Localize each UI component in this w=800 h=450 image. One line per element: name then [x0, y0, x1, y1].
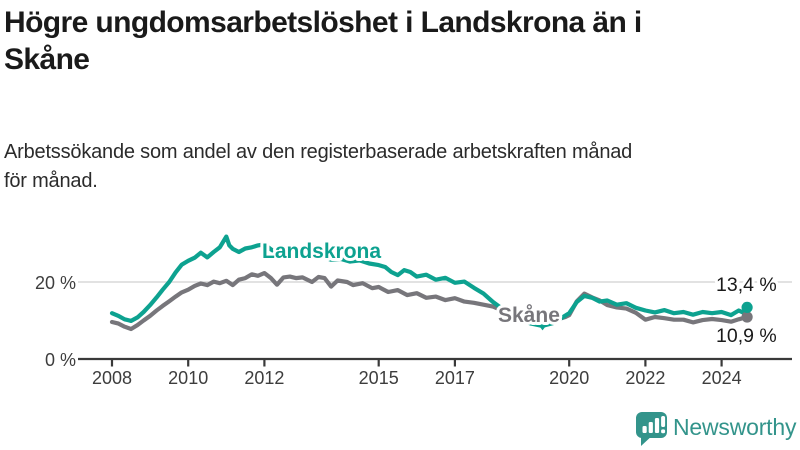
- chart-subtitle: Arbetssökande som andel av den registerb…: [4, 138, 784, 196]
- newsworthy-logo: Newsworthy: [636, 412, 797, 446]
- logo-exclamation-stem: [661, 416, 666, 427]
- logo-bar-3: [654, 418, 660, 433]
- x-axis-label-2024: 2024: [702, 368, 742, 388]
- page-title: Högre ungdomsarbetslöshet i Landskrona ä…: [4, 4, 794, 78]
- series-label-landskrona: Landskrona: [262, 240, 381, 263]
- y-axis-label-20: 20 %: [35, 273, 76, 293]
- x-axis-labels: 2008 2010 2012 2015 2017 2020 2022 2024: [92, 368, 742, 388]
- subtitle-line-2: för månad.: [4, 170, 98, 192]
- end-value-skane: 10,9 %: [716, 325, 777, 347]
- x-axis-label-2010: 2010: [168, 368, 208, 388]
- x-axis-label-2020: 2020: [549, 368, 589, 388]
- brand-name: Newsworthy: [673, 414, 797, 440]
- logo-exclamation-dot: [661, 429, 666, 434]
- logo-bar-2: [648, 422, 653, 433]
- title-line-2: Skåne: [4, 43, 90, 76]
- title-line-1: Högre ungdomsarbetslöshet i Landskrona ä…: [4, 6, 642, 39]
- plot-area: [78, 234, 792, 367]
- x-axis-label-2015: 2015: [359, 368, 399, 388]
- end-value-landskrona: 13,4 %: [716, 274, 777, 296]
- logo-bubble-tail: [641, 434, 654, 446]
- subtitle-line-1: Arbetssökande som andel av den registerb…: [4, 141, 633, 163]
- newsworthy-logo-icon: [636, 412, 667, 446]
- landskrona-end-dot: [741, 301, 753, 313]
- annotation-triangle-marker: [536, 321, 550, 331]
- y-axis-label-0: 0 %: [45, 350, 76, 370]
- landskrona-line: [109, 234, 750, 328]
- skne-line: [109, 271, 750, 332]
- x-axis-label-2008: 2008: [92, 368, 132, 388]
- logo-bar-1: [642, 426, 647, 433]
- x-axis-label-2017: 2017: [435, 368, 475, 388]
- x-axis-label-2012: 2012: [244, 368, 284, 388]
- x-axis-label-2022: 2022: [625, 368, 665, 388]
- series-label-skane: Skåne: [498, 304, 560, 327]
- skne-end-dot: [741, 311, 753, 323]
